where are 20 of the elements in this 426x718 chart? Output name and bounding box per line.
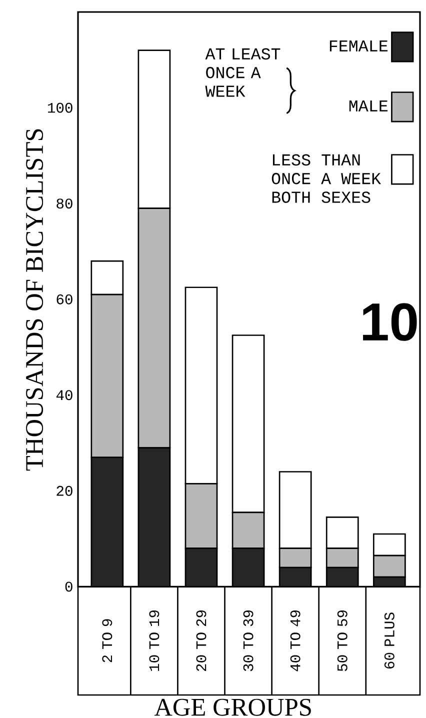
y-tick-label: 60	[56, 294, 72, 304]
x-axis-title: AGE GROUPS	[154, 698, 311, 716]
x-tick-label: 60 PLUS	[384, 612, 394, 668]
x-tick-label: 40 TO 49	[290, 610, 300, 672]
legend-label: LESS THAN ONCE A WEEK BOTH SEXES	[272, 154, 382, 203]
y-tick-label: 40	[56, 390, 72, 400]
x-tick-label: 2 TO 9	[102, 619, 112, 662]
legend-label: MALE	[349, 100, 388, 112]
legend-label: FEMALE	[330, 40, 388, 52]
x-tick-label: 20 TO 29	[196, 610, 206, 671]
y-tick-label: 20	[56, 486, 72, 496]
y-tick-label: 0	[65, 582, 72, 592]
x-tick-label: 10 TO 19	[149, 610, 160, 671]
x-tick-label: 50 TO 59	[337, 610, 348, 672]
x-tick-label: 30 TO 39	[243, 610, 254, 672]
y-axis-title: THOUSANDS OF BICYCLISTS	[26, 129, 44, 471]
legend-title: AT LEAST ONCE A WEEK	[205, 48, 280, 97]
y-tick-label: 100	[48, 102, 72, 113]
annotation: 10	[363, 303, 417, 341]
y-tick-label: 80	[56, 198, 72, 209]
